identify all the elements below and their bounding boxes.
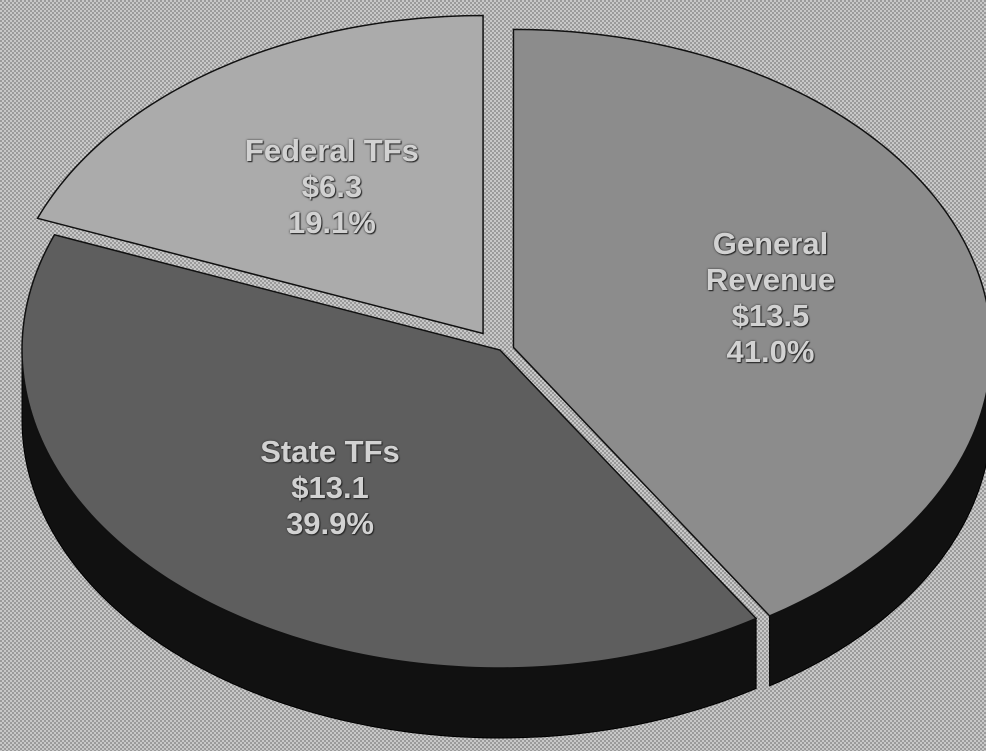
value-label: 39.9%: [286, 505, 374, 541]
category: Federal TFs: [244, 132, 419, 168]
amount-label: $13.5: [731, 297, 810, 333]
slice-label: Federal TFs $6.3 19.1%: [217, 133, 447, 241]
value-label: 41.0%: [726, 333, 815, 369]
value-label: 19.1%: [287, 204, 376, 240]
slice: [512, 28, 986, 617]
amount-label: $13.1: [291, 469, 369, 505]
category: General Revenue: [705, 225, 836, 297]
category: State TFs: [260, 433, 400, 469]
slice: [21, 233, 758, 669]
slice: [36, 14, 484, 335]
amount-label: $6.3: [301, 168, 363, 204]
slice-label: General Revenue $13.5 41.0%: [655, 226, 885, 370]
slice-label: State TFs $13.1 39.9%: [215, 434, 445, 542]
